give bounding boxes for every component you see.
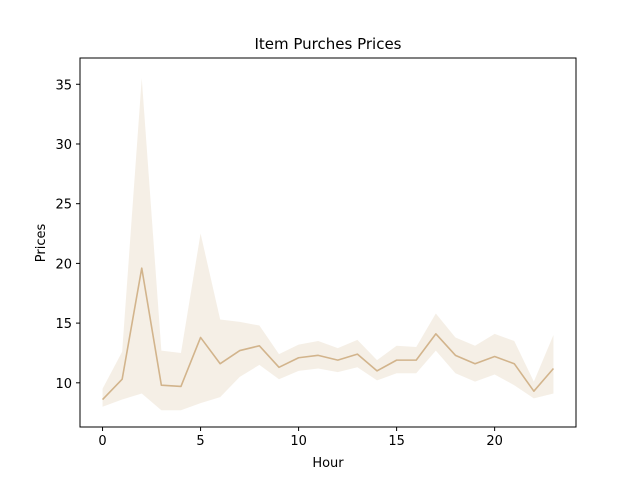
y-tick-label: 25 <box>55 198 72 213</box>
x-tick-label: 15 <box>388 434 405 449</box>
x-tick-label: 10 <box>290 434 307 449</box>
y-tick-label: 15 <box>55 317 72 332</box>
y-axis: 10 15 20 25 30 35 <box>55 78 80 392</box>
y-tick-label: 30 <box>55 138 72 153</box>
series-line-layer <box>101 267 555 401</box>
x-tick-label: 5 <box>196 434 204 449</box>
x-axis: 0 5 10 15 20 <box>98 427 503 449</box>
confidence-band-layer <box>102 78 554 411</box>
y-tick-label: 10 <box>55 377 72 392</box>
confidence-band <box>102 78 554 411</box>
y-tick-label: 35 <box>55 78 72 93</box>
plot-frame <box>79 57 577 428</box>
y-axis-label: Prices <box>34 224 49 263</box>
chart-title: Item Purches Prices <box>254 35 401 53</box>
y-tick-label: 20 <box>55 257 72 272</box>
series-line <box>101 267 555 401</box>
x-tick-label: 0 <box>98 434 106 449</box>
x-axis-label: Hour <box>312 456 344 471</box>
x-tick-label: 20 <box>486 434 503 449</box>
